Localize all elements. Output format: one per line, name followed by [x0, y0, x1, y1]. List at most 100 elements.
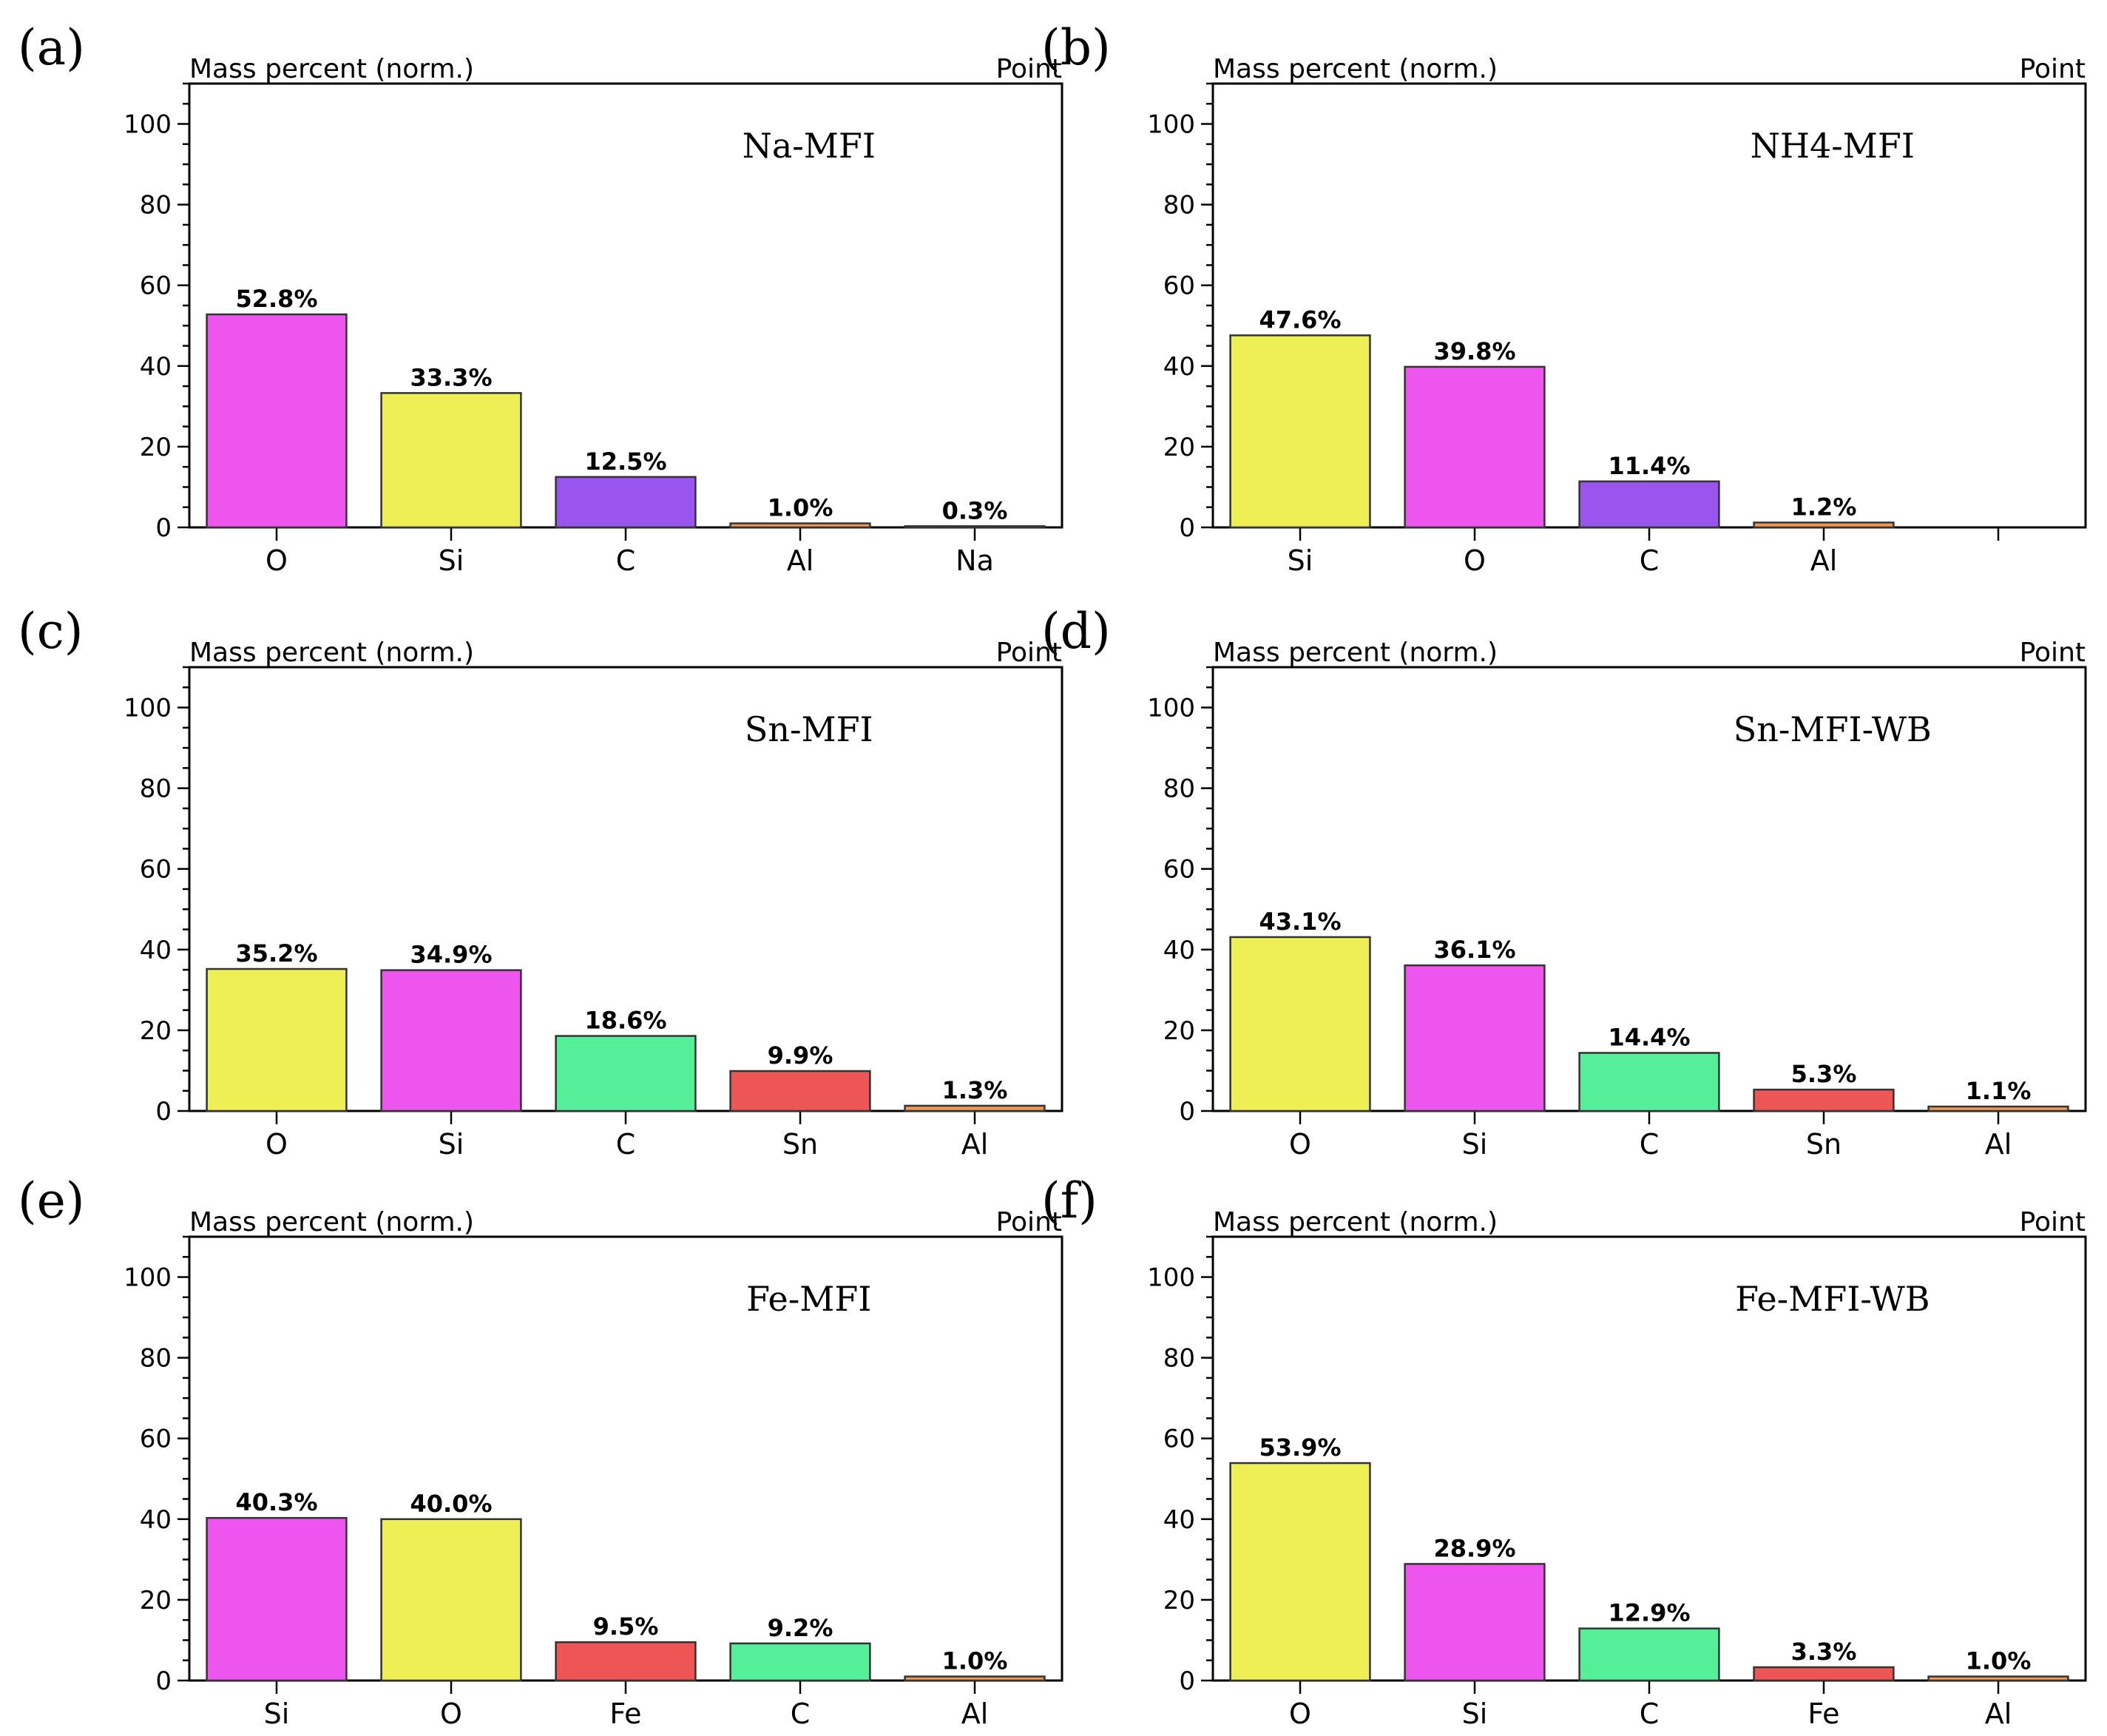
y-tick-label: 20: [1163, 433, 1195, 462]
y-axis-title: Mass percent (norm.): [189, 54, 474, 84]
chart-panel-c: (c) Mass percent (norm.) Point 0 20 40 60 80 100…: [18, 603, 1063, 1161]
panel-letter: (a): [18, 19, 85, 76]
x-category-label: Sn: [1806, 1128, 1841, 1161]
x-category-label: O: [1464, 544, 1486, 577]
sample-title: NH4-MFI: [1751, 126, 1915, 166]
y-tick-label: 80: [140, 774, 172, 804]
y-tick-label: 0: [1179, 513, 1195, 543]
bar-O: [1229, 1462, 1371, 1682]
bar-value-label: 18.6%: [584, 1007, 666, 1035]
x-category-label: Al: [1985, 1698, 2012, 1730]
bar-value-label: 43.1%: [1259, 908, 1341, 936]
bar-Al: [904, 1675, 1046, 1682]
y-axis-title: Mass percent (norm.): [1213, 1207, 1498, 1237]
y-tick-label: 80: [140, 1344, 172, 1374]
bar-O: [1229, 936, 1371, 1112]
bar-C: [1578, 1052, 1720, 1112]
y-tick-label: 100: [1147, 694, 1195, 723]
bar-Si: [380, 392, 522, 529]
x-category-label: Si: [439, 1128, 464, 1161]
bar-C: [1578, 1627, 1720, 1682]
y-tick-label: 80: [140, 191, 172, 220]
bar-Al: [1927, 1675, 2069, 1682]
x-category-label: Si: [1288, 544, 1313, 577]
panel-letter: (c): [18, 603, 83, 660]
x-category-label: C: [791, 1698, 811, 1730]
x-category-label: C: [1640, 544, 1660, 577]
x-category-label: Al: [1985, 1128, 2012, 1161]
bar-value-label: 9.2%: [768, 1614, 833, 1642]
y-tick-label: 60: [1163, 1425, 1195, 1454]
x-category-label: Fe: [609, 1698, 641, 1730]
y-tick-label: 20: [140, 1586, 172, 1615]
bar-value-label: 33.3%: [410, 363, 492, 391]
bar-Si: [1404, 964, 1546, 1112]
bar-value-label: 40.0%: [410, 1490, 492, 1518]
bar-Fe: [1753, 1666, 1895, 1682]
y-tick-label: 40: [140, 352, 172, 382]
panel-letter: (e): [18, 1172, 85, 1229]
y-axis-title: Mass percent (norm.): [189, 1207, 474, 1237]
x-category-label: Si: [439, 544, 464, 577]
bar-value-label: 1.2%: [1791, 493, 1857, 521]
bar-value-label: 52.8%: [235, 285, 317, 313]
x-category-label: Si: [1462, 1698, 1488, 1730]
y-tick-label: 0: [155, 1666, 172, 1696]
bar-Si: [1404, 1563, 1546, 1682]
y-axis-title: Mass percent (norm.): [189, 638, 474, 668]
bar-Sn: [729, 1070, 871, 1112]
y-tick-label: 80: [1163, 191, 1195, 220]
bar-value-label: 1.0%: [942, 1647, 1008, 1675]
x-category-label: Al: [1810, 544, 1838, 577]
panel-letter: (f): [1041, 1172, 1098, 1229]
y-tick-label: 60: [1163, 855, 1195, 885]
bar-O: [206, 967, 348, 1112]
sample-title: Sn-MFI-WB: [1734, 709, 1932, 749]
x-category-label: C: [616, 544, 636, 577]
y-tick-label: 80: [1163, 1344, 1195, 1374]
x-category-label: Fe: [1807, 1698, 1839, 1730]
corner-label-point: Point: [2020, 638, 2086, 668]
y-tick-label: 20: [140, 433, 172, 462]
y-axis-title: Mass percent (norm.): [1213, 54, 1498, 84]
x-category-label: C: [616, 1128, 636, 1161]
bar-C: [555, 1035, 697, 1112]
y-tick-label: 40: [1163, 1505, 1195, 1535]
bar-Al: [1753, 521, 1895, 529]
bar-value-label: 1.0%: [1966, 1647, 2032, 1675]
y-tick-label: 0: [155, 1097, 172, 1127]
y-tick-label: 60: [1163, 271, 1195, 301]
y-tick-label: 100: [1147, 110, 1195, 140]
x-category-label: Sn: [782, 1128, 818, 1161]
x-category-label: Al: [787, 544, 814, 577]
y-tick-label: 60: [140, 1425, 172, 1454]
bar-Sn: [1753, 1088, 1895, 1112]
bar-Si: [1229, 334, 1371, 529]
bar-O: [380, 1518, 522, 1682]
bar-Na: [904, 525, 1046, 529]
bar-value-label: 40.3%: [235, 1488, 317, 1516]
x-category-label: Si: [264, 1698, 290, 1730]
y-tick-label: 40: [140, 936, 172, 965]
y-tick-label: 40: [1163, 352, 1195, 382]
x-category-label: O: [266, 1128, 288, 1161]
bar-Al: [904, 1104, 1046, 1112]
bar-value-label: 35.2%: [235, 939, 317, 967]
bar-value-label: 47.6%: [1259, 305, 1341, 334]
y-tick-label: 80: [1163, 774, 1195, 804]
y-tick-label: 100: [1147, 1263, 1195, 1293]
x-category-label: Al: [961, 1128, 989, 1161]
bar-C: [729, 1642, 871, 1682]
x-category-label: Si: [1462, 1128, 1488, 1161]
bar-value-label: 36.1%: [1433, 936, 1515, 964]
y-tick-label: 100: [124, 694, 172, 723]
corner-label-point: Point: [996, 638, 1062, 668]
bar-value-label: 9.9%: [768, 1041, 833, 1070]
bar-Si: [380, 969, 522, 1112]
corner-label-point: Point: [996, 54, 1062, 84]
bar-value-label: 11.4%: [1608, 452, 1690, 480]
x-category-label: Na: [956, 544, 994, 577]
bar-Al: [729, 522, 871, 529]
chart-panel-b: (b) Mass percent (norm.) Point 0 20 40 60 80 100…: [1041, 19, 2087, 577]
